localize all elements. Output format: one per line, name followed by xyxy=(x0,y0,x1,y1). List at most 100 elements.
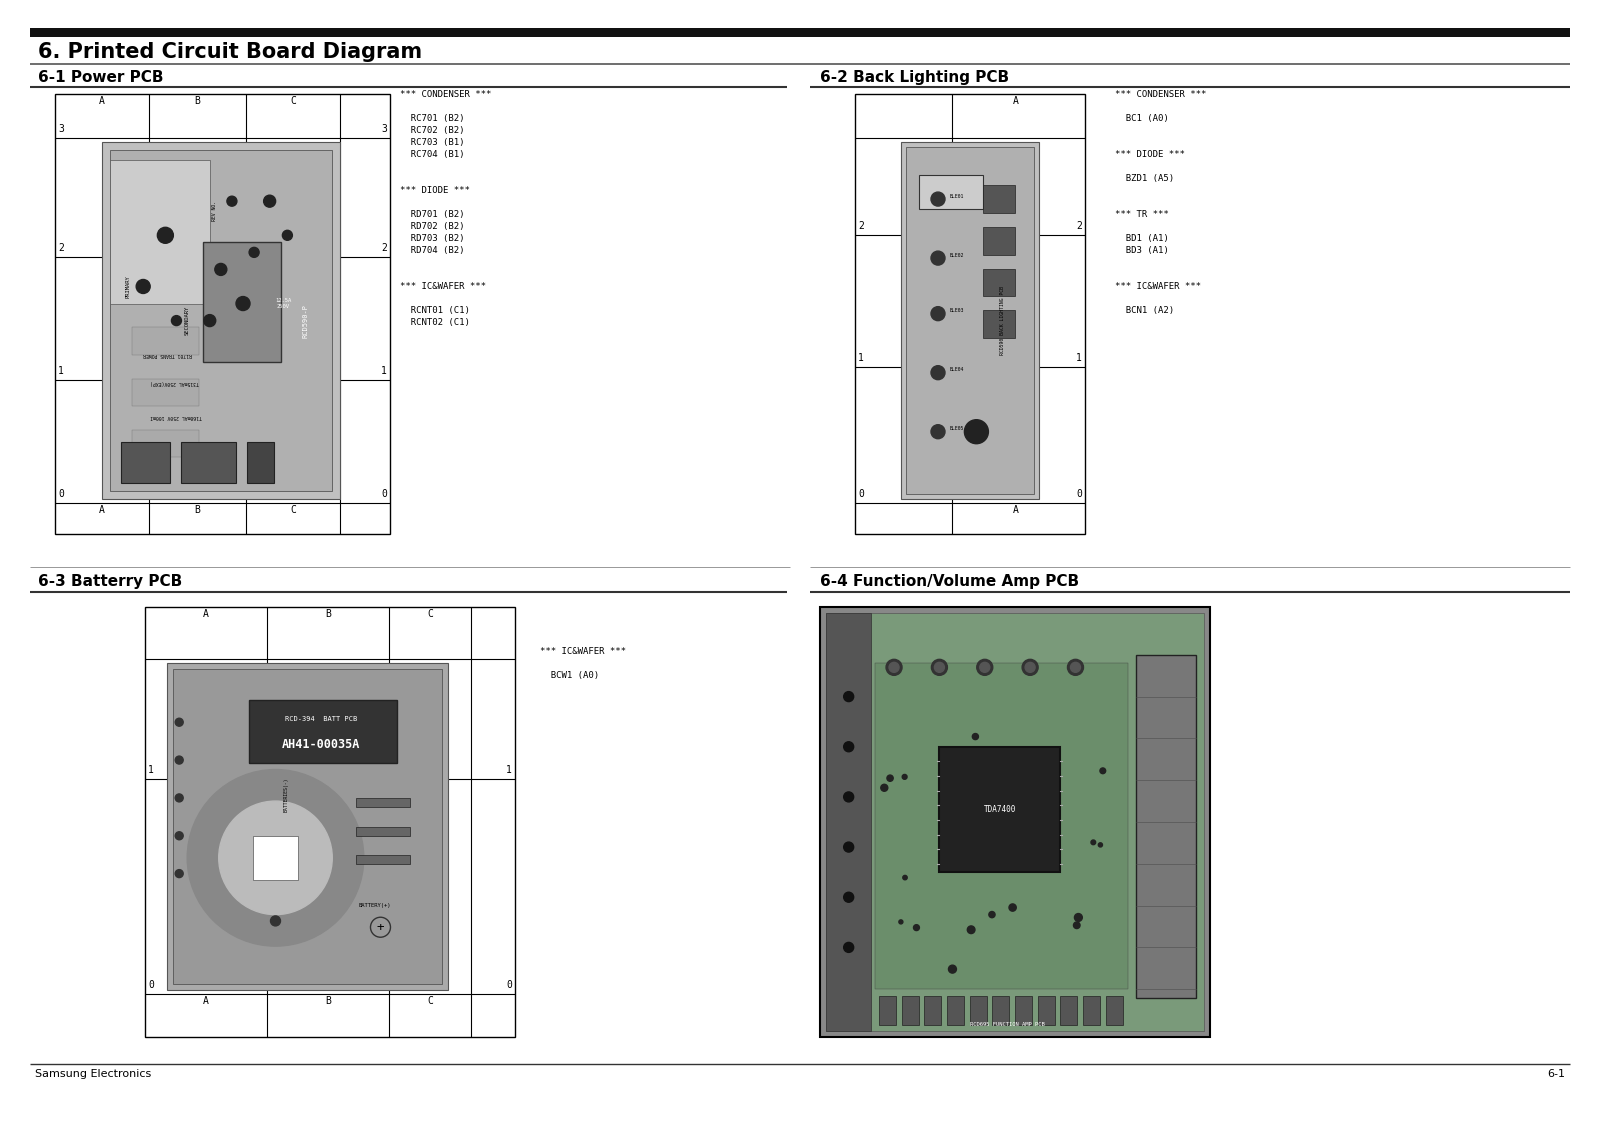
Text: RD703 (B2): RD703 (B2) xyxy=(400,234,464,243)
Text: R1701 TRANS POWER: R1701 TRANS POWER xyxy=(142,352,192,358)
Text: T315mAL 250V(EXP): T315mAL 250V(EXP) xyxy=(150,379,198,385)
Text: 2: 2 xyxy=(381,242,387,252)
Text: BLE02: BLE02 xyxy=(950,252,965,258)
Bar xyxy=(982,186,1014,213)
Text: RD701 (B2): RD701 (B2) xyxy=(400,211,464,218)
Circle shape xyxy=(1070,662,1080,672)
Text: A: A xyxy=(99,96,106,106)
Circle shape xyxy=(976,659,992,676)
Text: B: B xyxy=(325,996,331,1006)
Text: 0: 0 xyxy=(1077,489,1082,499)
Circle shape xyxy=(931,659,947,676)
Text: 1: 1 xyxy=(381,366,387,376)
Circle shape xyxy=(843,943,854,952)
Text: 3: 3 xyxy=(58,125,64,134)
Bar xyxy=(1038,996,1054,1024)
Bar xyxy=(181,443,237,483)
Circle shape xyxy=(157,228,173,243)
Circle shape xyxy=(914,925,920,931)
Bar xyxy=(122,443,170,483)
Circle shape xyxy=(843,892,854,902)
Text: BLE01: BLE01 xyxy=(950,194,965,198)
Bar xyxy=(970,996,987,1024)
Circle shape xyxy=(949,966,957,974)
Bar xyxy=(982,310,1014,338)
Circle shape xyxy=(965,420,989,444)
Circle shape xyxy=(886,659,902,676)
Text: BD3 (A1): BD3 (A1) xyxy=(1115,246,1168,255)
Text: 0: 0 xyxy=(147,980,154,990)
Text: 6-4 Function/Volume Amp PCB: 6-4 Function/Volume Amp PCB xyxy=(819,574,1078,589)
Bar xyxy=(1083,996,1101,1024)
Text: RC703 (B1): RC703 (B1) xyxy=(400,138,464,147)
Circle shape xyxy=(203,315,216,327)
Text: B: B xyxy=(195,96,200,106)
Circle shape xyxy=(282,230,293,240)
Bar xyxy=(1014,996,1032,1024)
Text: *** TR ***: *** TR *** xyxy=(1115,211,1168,218)
Circle shape xyxy=(1026,662,1035,672)
Circle shape xyxy=(989,911,995,918)
Bar xyxy=(878,996,896,1024)
Circle shape xyxy=(931,424,946,439)
Text: 12.5A
250V: 12.5A 250V xyxy=(275,298,291,309)
Text: 6-1: 6-1 xyxy=(1547,1069,1565,1079)
Text: 6-2 Back Lighting PCB: 6-2 Back Lighting PCB xyxy=(819,70,1010,85)
Bar xyxy=(819,607,1210,1037)
Text: 2: 2 xyxy=(858,221,864,231)
Bar xyxy=(906,147,1034,495)
Circle shape xyxy=(176,832,184,840)
Text: *** IC&WAFER ***: *** IC&WAFER *** xyxy=(400,282,486,291)
Bar xyxy=(133,430,198,457)
Text: 2: 2 xyxy=(58,242,64,252)
Text: BLE05: BLE05 xyxy=(950,427,965,431)
Circle shape xyxy=(899,920,902,924)
Circle shape xyxy=(902,875,907,880)
Text: AH41-00035A: AH41-00035A xyxy=(282,738,360,751)
Circle shape xyxy=(1099,767,1106,773)
Text: C: C xyxy=(290,96,296,106)
Bar xyxy=(248,700,397,763)
Circle shape xyxy=(1091,840,1096,844)
Bar xyxy=(826,614,872,1031)
Text: RCD590 BACK LIGHTING PCB: RCD590 BACK LIGHTING PCB xyxy=(1000,286,1005,355)
Bar xyxy=(54,94,390,534)
Text: BLE03: BLE03 xyxy=(950,308,965,314)
Bar xyxy=(357,855,410,864)
Circle shape xyxy=(886,775,893,781)
Text: T160mAL 250V 100mI: T160mAL 250V 100mI xyxy=(150,413,202,419)
Circle shape xyxy=(171,316,181,326)
Bar xyxy=(939,747,1061,872)
Text: RD704 (B2): RD704 (B2) xyxy=(400,246,464,255)
Text: 0: 0 xyxy=(381,489,387,499)
Text: BCN1 (A2): BCN1 (A2) xyxy=(1115,306,1174,315)
Text: BD1 (A1): BD1 (A1) xyxy=(1115,234,1168,243)
Bar xyxy=(357,798,410,807)
Text: A: A xyxy=(203,996,210,1006)
Bar xyxy=(918,174,982,209)
Bar xyxy=(982,268,1014,297)
Text: RCD-394  BATT PCB: RCD-394 BATT PCB xyxy=(285,717,357,722)
Text: 6. Printed Circuit Board Diagram: 6. Printed Circuit Board Diagram xyxy=(38,42,422,62)
Circle shape xyxy=(968,926,974,934)
Circle shape xyxy=(931,192,946,206)
Bar xyxy=(357,826,410,835)
Text: A: A xyxy=(203,609,210,619)
Text: BATTERIES(-): BATTERIES(-) xyxy=(283,778,288,812)
Text: BZD1 (A5): BZD1 (A5) xyxy=(1115,174,1174,183)
Text: RC701 (B2): RC701 (B2) xyxy=(400,114,464,123)
Circle shape xyxy=(219,801,333,915)
Bar xyxy=(30,28,1570,37)
Text: *** DIODE ***: *** DIODE *** xyxy=(400,186,470,195)
Circle shape xyxy=(1074,921,1080,928)
Circle shape xyxy=(136,280,150,293)
Circle shape xyxy=(882,784,888,791)
Bar xyxy=(875,663,1128,989)
Text: A: A xyxy=(1013,96,1019,106)
Text: RCNT01 (C1): RCNT01 (C1) xyxy=(400,306,470,315)
Text: 1: 1 xyxy=(147,765,154,775)
Text: RC702 (B2): RC702 (B2) xyxy=(400,126,464,135)
Text: C: C xyxy=(427,996,434,1006)
Text: *** IC&WAFER ***: *** IC&WAFER *** xyxy=(1115,282,1202,291)
Bar xyxy=(173,669,442,984)
